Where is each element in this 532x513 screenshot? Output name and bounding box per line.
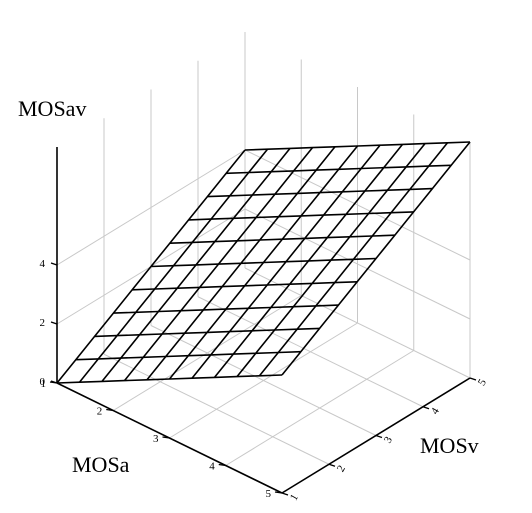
- y-tick-mark: [328, 463, 336, 467]
- mesh-line-mosv: [56, 374, 283, 384]
- mesh-line-mosv: [75, 350, 301, 361]
- mesh-line-mosv: [244, 141, 471, 151]
- z-tick-mark: [50, 262, 58, 266]
- z-tick-label: 2: [40, 317, 46, 329]
- side-wall-grid-line: [244, 208, 471, 320]
- y-tick-label: 3: [382, 434, 395, 445]
- back-wall-grid-line: [56, 149, 246, 266]
- x-axis-label: MOSa: [72, 452, 130, 477]
- x-tick-mark: [218, 463, 226, 467]
- x-tick-mark: [274, 491, 283, 494]
- z-axis-label: MOSav: [18, 96, 86, 121]
- floor-grid-line: [197, 296, 424, 408]
- mesh-line-mosv: [150, 257, 377, 268]
- y-tick-mark: [469, 377, 477, 381]
- floor-grid-line: [150, 325, 377, 436]
- labels: MOSav MOSa MOSv 0 2 4 1 2 3 4 5 1 2 3 4 5: [18, 96, 489, 503]
- x-tick-mark: [106, 408, 114, 412]
- y-tick-mark: [422, 406, 430, 410]
- y-tick-mark: [375, 434, 383, 439]
- y-tick-label: 5: [476, 377, 489, 388]
- x-tick-label: 2: [97, 406, 103, 418]
- y-axis-label: MOSv: [420, 433, 479, 458]
- z-tick-mark: [50, 321, 58, 325]
- surface-mesh: [56, 141, 471, 384]
- x-tick-label: 5: [266, 488, 272, 500]
- x-tick-label: 1: [41, 378, 47, 390]
- mesh-line-mosv: [113, 304, 339, 314]
- y-tick-label: 4: [429, 405, 442, 416]
- z-tick-label: 4: [40, 258, 46, 270]
- x-tick-mark: [49, 381, 58, 384]
- mesh-line-mosv: [207, 187, 433, 198]
- floor-grid-line: [103, 353, 330, 465]
- y-tick-label: 1: [288, 492, 301, 503]
- mesh-line-mosv: [132, 281, 358, 291]
- mesh-line-mosv: [94, 327, 320, 338]
- side-wall-grid-line: [244, 149, 471, 261]
- x-tick-label: 4: [209, 461, 215, 473]
- axes: [49, 147, 477, 496]
- y-tick-mark: [281, 492, 289, 496]
- y-tick-label: 2: [335, 463, 348, 474]
- x-tick-mark: [162, 436, 170, 439]
- mesh-line-mosv: [169, 234, 395, 244]
- mesh-line-mosv: [188, 211, 414, 221]
- mesh-line-mosv: [226, 164, 452, 175]
- x-tick-label: 3: [153, 433, 159, 445]
- z-tick-label: 0: [40, 376, 46, 388]
